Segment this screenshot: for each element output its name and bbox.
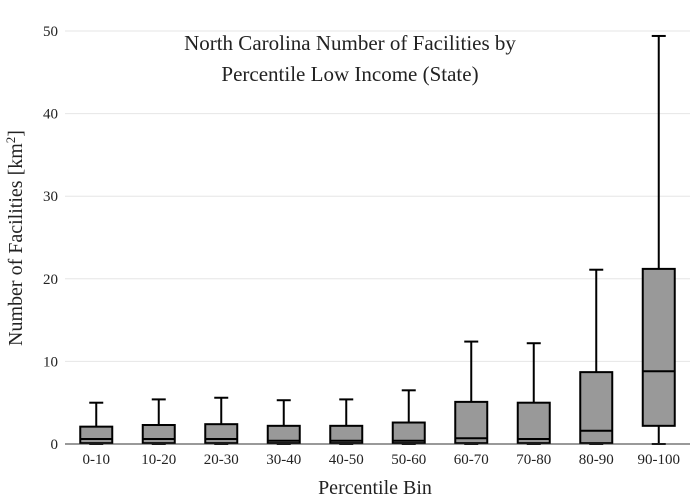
- iqr-box: [266, 424, 301, 445]
- iqr-box: [516, 401, 551, 445]
- y-axis-title: Number of Facilities [km2]: [3, 130, 27, 346]
- axes: 0 10 20 30 40 50 0-10 10-20 20-30 30-40 40-50 50-60…: [43, 24, 690, 468]
- y-tick-label: 20: [43, 272, 58, 288]
- x-axis-title: Percentile Bin: [318, 477, 432, 499]
- y-tick-label: 0: [51, 437, 59, 453]
- grid-lines: [65, 30, 690, 362]
- box-40-50: [329, 398, 364, 445]
- iqr-box: [641, 267, 676, 427]
- y-axis-title-main: Number of Facilities [km: [5, 143, 27, 346]
- iqr-box: [454, 400, 489, 445]
- iqr-box: [329, 424, 364, 445]
- box-30-40: [266, 399, 301, 445]
- box-60-70: [454, 340, 489, 445]
- x-tick-label: 20-30: [204, 452, 239, 468]
- y-axis-title-superscript: 2: [3, 137, 18, 144]
- box-20-30: [204, 396, 239, 445]
- x-tick-label: 70-80: [516, 452, 551, 468]
- box-10-20: [141, 398, 176, 445]
- y-tick-label: 40: [43, 107, 58, 123]
- y-tick-label: 10: [43, 354, 58, 370]
- y-tick-label: 50: [43, 24, 58, 40]
- x-tick-label: 60-70: [454, 452, 489, 468]
- boxes-group: [79, 34, 676, 445]
- iqr-box: [391, 421, 426, 445]
- x-tick-label: 0-10: [83, 452, 111, 468]
- box-80-90: [579, 268, 614, 445]
- box-0-10: [79, 401, 114, 445]
- x-tick-label: 10-20: [141, 452, 176, 468]
- chart-title-line-1: North Carolina Number of Facilities by: [184, 31, 516, 55]
- y-axis-title-close: ]: [5, 130, 27, 137]
- box-50-60: [391, 389, 426, 445]
- box-70-80: [516, 342, 551, 445]
- chart-title-line-2: Percentile Low Income (State): [221, 62, 478, 86]
- iqr-box: [141, 424, 176, 445]
- x-tick-label: 30-40: [266, 452, 301, 468]
- x-tick-label: 50-60: [391, 452, 426, 468]
- iqr-box: [79, 425, 114, 445]
- box-90-100: [641, 34, 676, 445]
- x-tick-label: 40-50: [329, 452, 364, 468]
- x-tick-label: 80-90: [579, 452, 614, 468]
- iqr-box: [579, 371, 614, 445]
- iqr-box: [204, 423, 239, 445]
- x-tick-label: 90-100: [638, 452, 681, 468]
- y-tick-label: 30: [43, 189, 58, 205]
